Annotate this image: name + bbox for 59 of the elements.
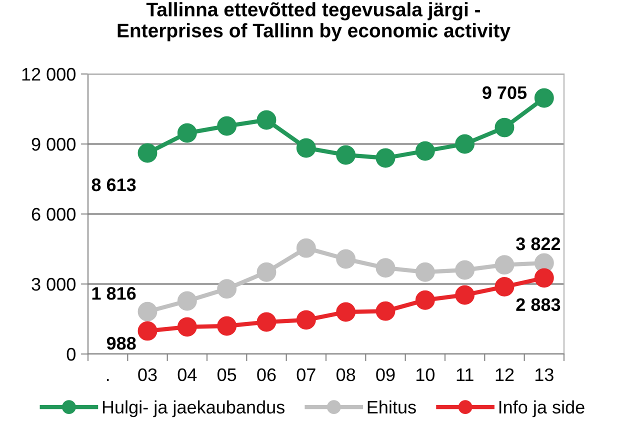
point (376, 148, 396, 168)
point (376, 258, 396, 278)
x-tick-label: 07 (296, 368, 316, 382)
x-tick-label: 03 (138, 368, 157, 382)
point (455, 134, 475, 154)
point (534, 88, 554, 108)
data-label: 3 822 (516, 237, 560, 250)
point (296, 310, 316, 330)
legend-label: Info ja side (499, 400, 584, 418)
point (455, 285, 475, 305)
point (336, 145, 356, 165)
data-label: 988 (106, 336, 136, 350)
point (415, 141, 435, 161)
point (138, 143, 158, 163)
point (217, 116, 237, 136)
point (534, 268, 554, 288)
point (494, 118, 514, 138)
point (256, 262, 276, 282)
y-tick-label: 12 000 (22, 68, 76, 81)
x-tick-label: 08 (336, 368, 356, 382)
point (177, 291, 197, 311)
point (256, 312, 276, 332)
point (494, 277, 514, 296)
data-label: 2 883 (516, 298, 560, 312)
point (217, 316, 237, 336)
x-tick-label: 10 (416, 368, 435, 382)
point (494, 255, 514, 275)
point (296, 138, 316, 158)
point (138, 302, 158, 322)
x-tick-label: 11 (456, 368, 474, 381)
point (296, 238, 316, 258)
point (376, 301, 396, 321)
point (256, 110, 276, 130)
point (415, 262, 435, 282)
point (138, 321, 158, 341)
x-tick-label: 12 (496, 368, 514, 381)
x-tick-label: 06 (257, 368, 276, 382)
y-tick-label: 9 000 (32, 138, 76, 151)
point (177, 317, 197, 337)
point (455, 260, 475, 280)
x-tick-label: . (106, 379, 109, 381)
point (217, 279, 237, 299)
x-tick-label: 13 (536, 368, 554, 382)
point (336, 302, 356, 322)
y-tick-label: 6 000 (32, 208, 76, 221)
point (415, 290, 435, 310)
y-tick-label: 3 000 (32, 278, 76, 291)
legend-label: Ehitus (368, 400, 416, 414)
y-tick-label: 0 (66, 348, 76, 361)
x-tick-label: 04 (178, 368, 197, 382)
x-tick-label: 05 (218, 368, 236, 382)
data-label: 8 613 (92, 178, 136, 192)
chart-title: Tallinna ettevõtted tegevusala järgi - Enterprises of Tallinn by economic activity (118, 2, 510, 42)
data-label: 9 705 (482, 86, 527, 100)
data-label: 1 816 (92, 287, 136, 300)
point (177, 123, 197, 143)
point (336, 249, 356, 269)
legend-label: Hulgi- ja jaekaubandus (102, 400, 284, 418)
x-tick-label: 09 (376, 368, 395, 382)
